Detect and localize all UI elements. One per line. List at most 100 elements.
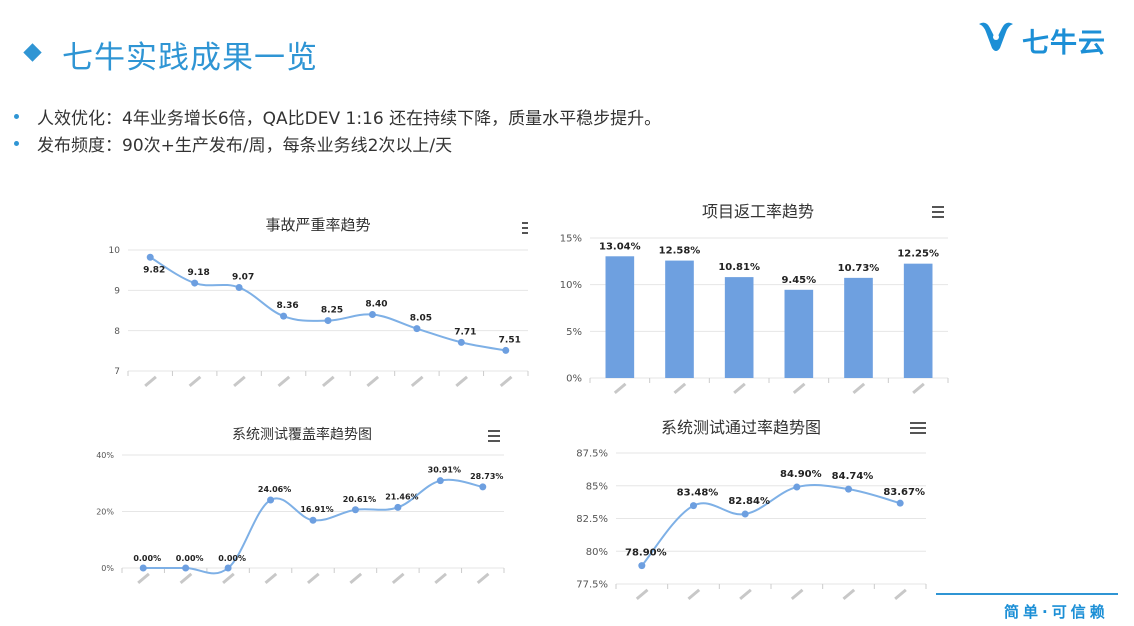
data-point	[235, 284, 243, 292]
x-tick-label-blurred	[792, 382, 806, 395]
bullet-dot-icon	[14, 114, 19, 119]
data-point	[413, 325, 421, 333]
data-label: 0.00%	[133, 554, 161, 563]
data-point	[457, 338, 465, 346]
data-label: 83.67%	[883, 487, 925, 498]
x-tick-label-blurred	[852, 382, 866, 395]
chart-menu-icon[interactable]	[910, 422, 926, 434]
data-point	[191, 279, 199, 287]
chart-menu-icon[interactable]	[522, 222, 528, 234]
data-label: 0.00%	[218, 554, 246, 563]
data-point	[845, 485, 852, 493]
y-tick-label: 8	[114, 327, 120, 337]
chart-menu-icon[interactable]	[932, 206, 944, 218]
x-tick-label-blurred	[366, 375, 380, 388]
data-label: 16.91%	[300, 505, 333, 514]
data-label: 78.90%	[625, 548, 667, 559]
chart-title: 系统测试覆盖率趋势图	[232, 427, 372, 443]
data-label: 8.05	[410, 314, 432, 324]
x-tick-label-blurred	[321, 375, 335, 388]
data-label: 30.91%	[428, 466, 461, 475]
data-point	[324, 317, 332, 325]
data-label: 10.81%	[718, 262, 760, 273]
data-point	[309, 516, 317, 524]
data-label: 9.82	[143, 265, 165, 275]
bar	[784, 289, 814, 378]
data-label: 28.73%	[470, 472, 503, 481]
y-tick-label: 80%	[586, 547, 608, 558]
chart-rework-rate: 项目返工率趋势 0% 5% 10% 15% 13.04% 12.58% 10.81% 9.45…	[552, 190, 952, 400]
qiniu-logo-icon	[979, 22, 1013, 51]
bar	[605, 256, 635, 378]
data-point	[690, 502, 697, 510]
footer-slogan: 简单·可信赖	[1004, 603, 1109, 621]
y-tick-label: 15%	[560, 234, 582, 245]
x-tick-label-blurred	[233, 375, 246, 388]
y-tick-label: 10	[109, 246, 121, 256]
x-tick-label-blurred	[306, 572, 320, 585]
data-point	[638, 562, 646, 570]
data-label: 84.90%	[780, 469, 822, 480]
x-tick-label-blurred	[264, 572, 278, 585]
x-tick-label-blurred	[687, 588, 701, 601]
x-tick-label-blurred	[188, 375, 202, 388]
y-tick-label: 40%	[96, 451, 114, 460]
x-tick-label-blurred	[739, 588, 752, 601]
x-tick-label-blurred	[137, 572, 150, 585]
data-label: 10.73%	[838, 263, 880, 274]
chart-test-coverage: 系统测试覆盖率趋势图 0% 20% 40% 0.00% 0.00% 0.00% 24.06%…	[92, 418, 512, 598]
data-label: 0.00%	[176, 554, 204, 563]
chart-title: 事故严重率趋势	[265, 216, 371, 234]
data-point	[146, 253, 154, 261]
y-tick-label: 0%	[566, 374, 582, 385]
x-tick-label-blurred	[349, 572, 363, 585]
data-label: 21.46%	[385, 492, 418, 501]
y-tick-label: 9	[114, 286, 120, 296]
bar-chart-svg: 0% 5% 10% 15% 13.04% 12.58% 10.81% 9.45% 10.73% 1…	[560, 234, 949, 395]
y-tick-label: 87.5%	[576, 449, 608, 460]
y-tick-label: 20%	[96, 507, 114, 516]
line-chart-svg: 0% 20% 40% 0.00% 0.00% 0.00% 24.06% 16.91% 20.61…	[96, 451, 505, 585]
data-label: 9.18	[188, 268, 210, 278]
x-tick-label-blurred	[790, 588, 804, 601]
x-tick-label-blurred	[635, 588, 649, 601]
x-tick-label-blurred	[842, 588, 856, 601]
data-point	[351, 506, 359, 514]
data-label: 9.45%	[781, 275, 816, 286]
data-label: 24.06%	[258, 485, 291, 494]
bar	[724, 277, 754, 378]
x-tick-label-blurred	[434, 572, 447, 585]
y-tick-label: 7	[114, 367, 120, 377]
y-tick-label: 82.5%	[576, 514, 608, 525]
y-tick-label: 5%	[566, 327, 582, 338]
x-tick-label-blurred	[410, 375, 424, 388]
data-point	[394, 503, 402, 511]
x-tick-label-blurred	[613, 382, 627, 395]
data-label: 7.51	[499, 335, 521, 345]
bullet-item: 发布频度：90次+生产发布/周，每条业务线2次以上/天	[12, 130, 661, 157]
bullet-text: 人效优化：4年业务增长6倍，QA比DEV 1:16 还在持续下降，质量水平稳步提…	[37, 109, 662, 129]
data-label: 7.71	[454, 327, 476, 337]
data-label: 82.84%	[728, 496, 770, 507]
x-tick-label-blurred	[733, 382, 746, 395]
data-label: 20.61%	[343, 495, 376, 504]
x-tick-label-blurred	[894, 588, 907, 601]
footer-divider	[936, 593, 1118, 595]
y-tick-label: 85%	[586, 481, 608, 492]
x-tick-label-blurred	[222, 572, 235, 585]
data-point	[436, 477, 444, 485]
title-diamond-icon	[23, 43, 42, 62]
bullet-dot-icon	[14, 141, 19, 146]
data-label: 8.40	[365, 300, 387, 310]
bullet-item: 人效优化：4年业务增长6倍，QA比DEV 1:16 还在持续下降，质量水平稳步提…	[12, 103, 661, 130]
y-tick-label: 77.5%	[576, 580, 608, 591]
y-tick-label: 0%	[101, 564, 114, 573]
x-tick-label-blurred	[673, 382, 687, 395]
chart-title: 项目返工率趋势	[701, 202, 814, 221]
data-point	[224, 564, 232, 572]
y-tick-label: 10%	[560, 280, 582, 291]
chart-menu-icon[interactable]	[488, 430, 500, 442]
x-tick-label-blurred	[912, 382, 925, 395]
x-tick-label-blurred	[391, 572, 405, 585]
data-point	[139, 564, 147, 572]
